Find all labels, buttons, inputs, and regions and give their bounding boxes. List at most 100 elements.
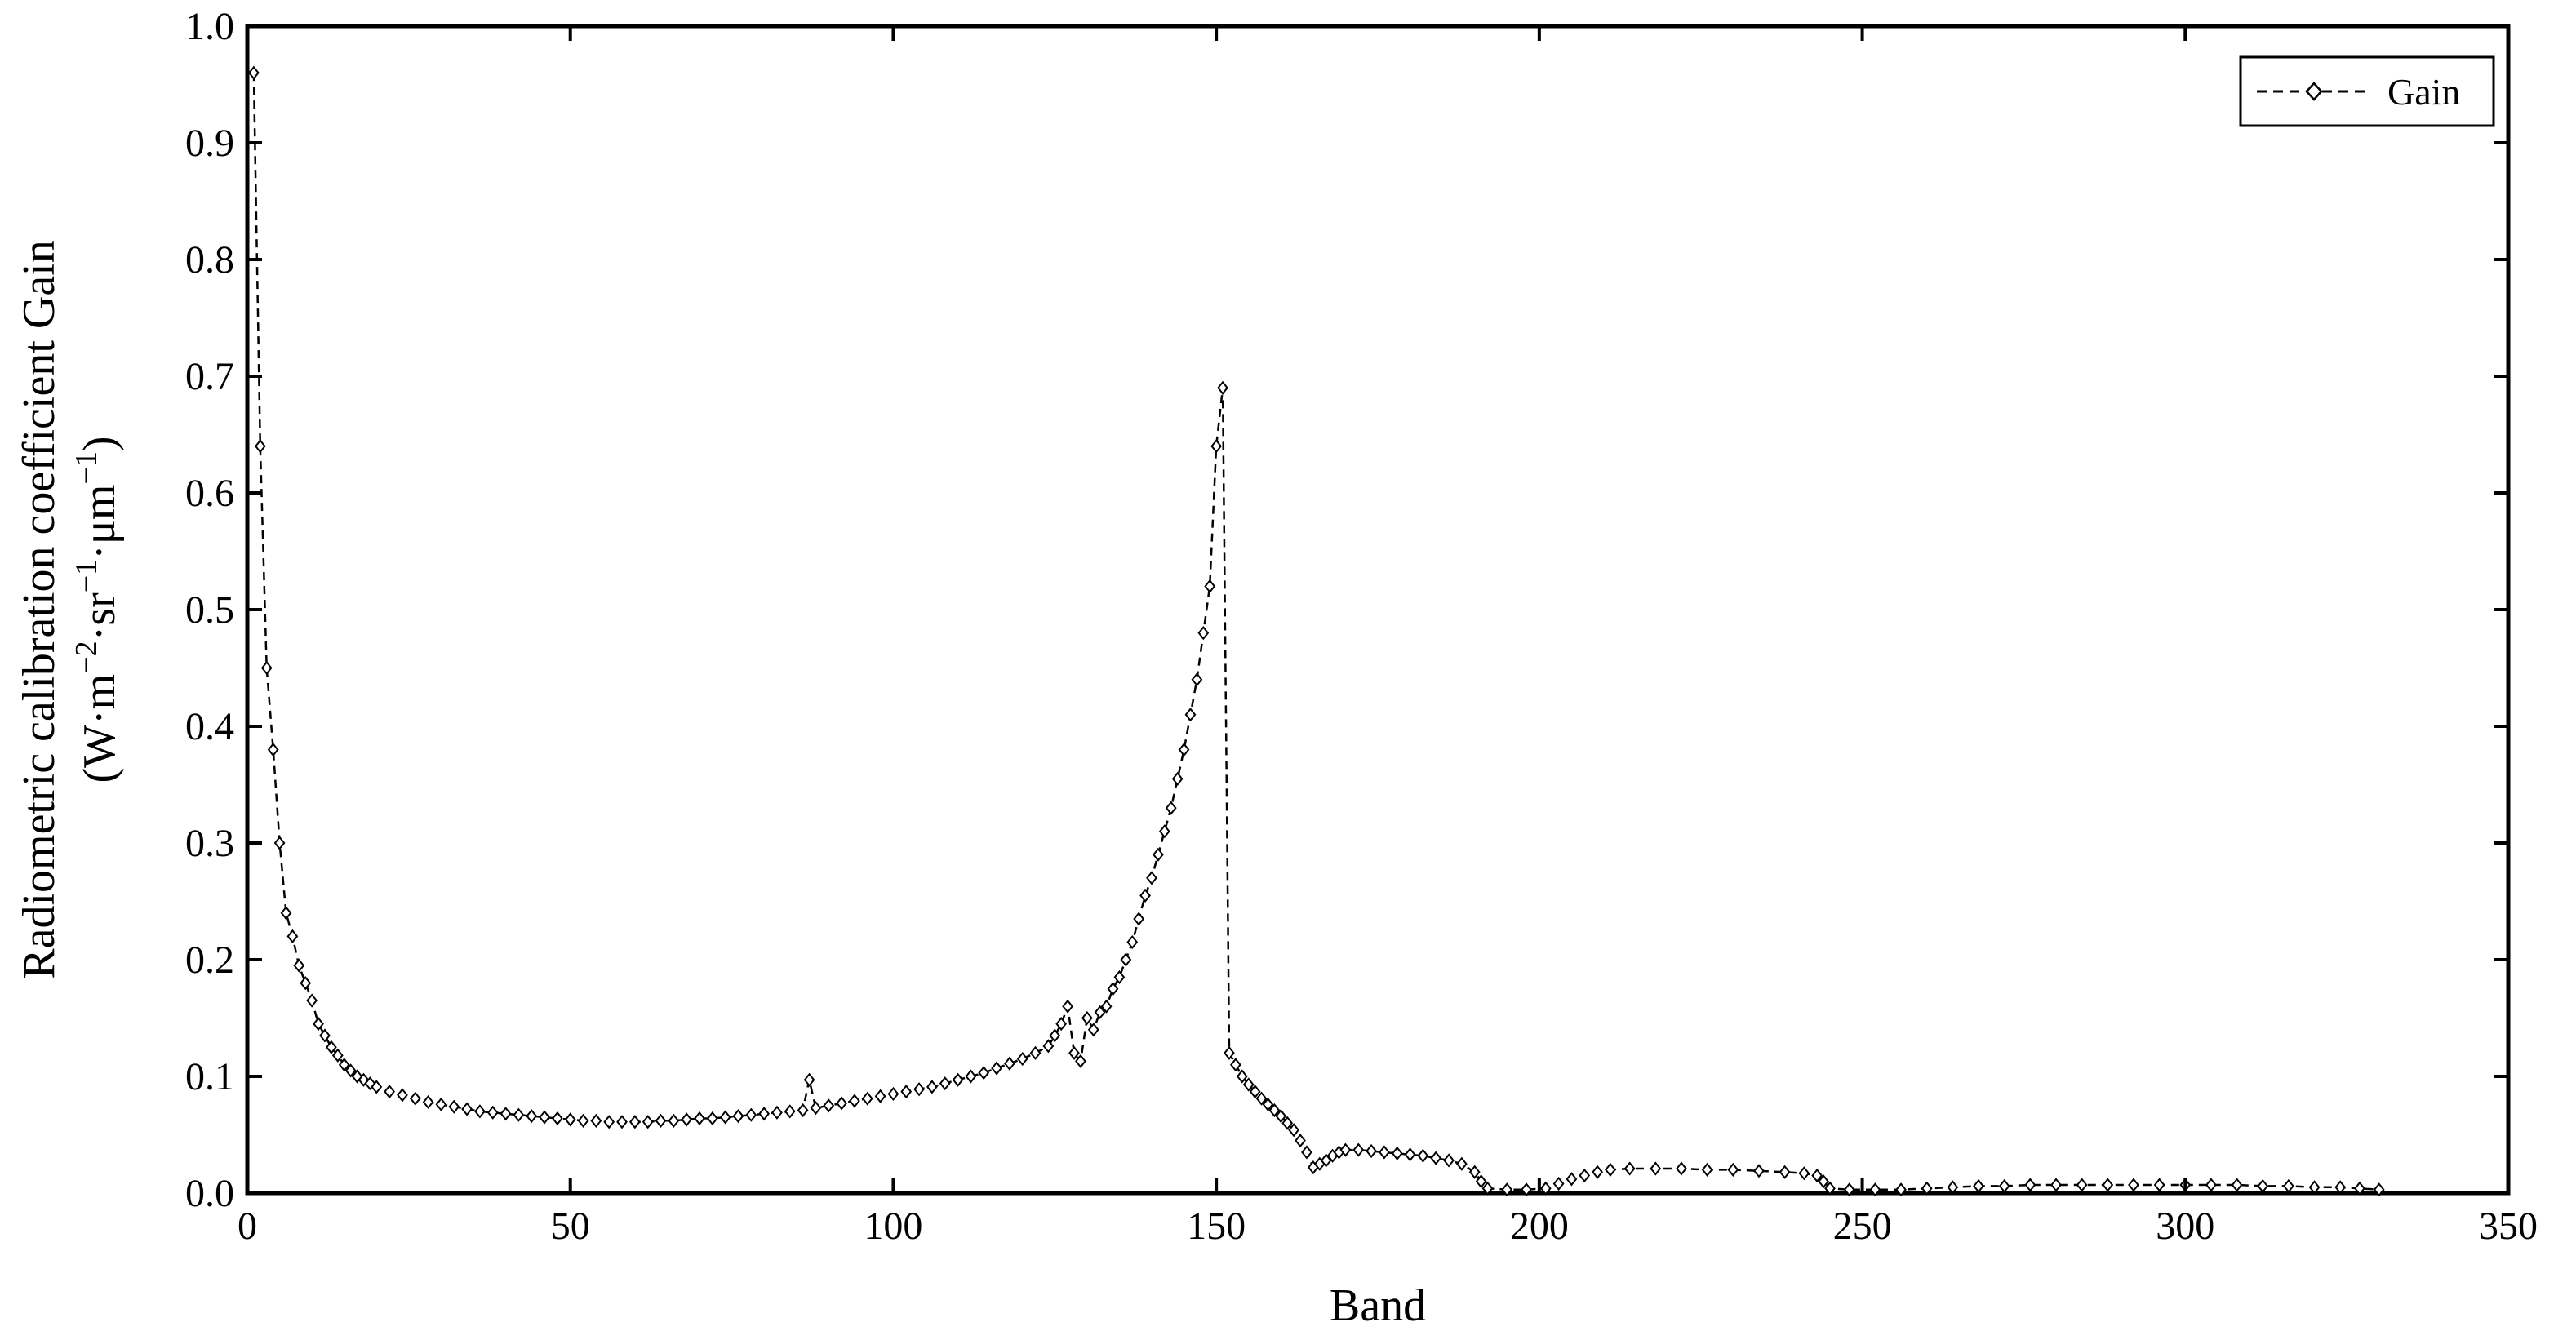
data-point xyxy=(1592,1165,1603,1179)
data-point xyxy=(1921,1181,1933,1196)
unit-prefix: (W·m xyxy=(74,674,125,783)
data-point xyxy=(2283,1178,2294,1194)
data-point xyxy=(577,1113,589,1128)
data-point xyxy=(1049,1028,1061,1043)
data-point xyxy=(326,1040,337,1054)
data-point xyxy=(1268,1103,1281,1118)
data-point xyxy=(694,1111,705,1126)
data-point xyxy=(1443,1153,1455,1168)
data-point xyxy=(280,906,292,921)
data-point xyxy=(1301,1145,1312,1160)
x-tick-label: 200 xyxy=(1510,1205,1569,1248)
data-point xyxy=(1391,1146,1403,1160)
data-point xyxy=(2354,1181,2365,1196)
data-point xyxy=(1404,1147,1416,1162)
data-point xyxy=(422,1094,434,1110)
data-point xyxy=(1016,1051,1028,1067)
plot-area xyxy=(245,24,2511,1196)
data-point xyxy=(1869,1182,1881,1197)
data-point xyxy=(861,1091,873,1106)
data-point xyxy=(642,1115,654,1129)
data-point xyxy=(797,1103,809,1118)
data-point xyxy=(248,65,260,80)
unit-mid-2: ·μm xyxy=(74,485,125,560)
unit-sup-2: −1 xyxy=(69,560,104,592)
data-point xyxy=(681,1112,693,1127)
data-point xyxy=(1165,801,1177,815)
y-axis: 0.0 0.1 0.2 0.3 0.4 0.5 0.6 0.7 0.8 0.9 1.0 xyxy=(185,5,2508,1215)
data-point xyxy=(1113,969,1126,985)
data-point xyxy=(1579,1168,1591,1183)
data-point xyxy=(1947,1180,1959,1195)
data-point xyxy=(1295,1134,1306,1148)
data-point xyxy=(1352,1142,1365,1157)
y-tick-label: 0.7 xyxy=(185,355,234,398)
data-point xyxy=(1055,1017,1068,1032)
data-point xyxy=(1623,1161,1636,1176)
data-point xyxy=(2153,1178,2165,1192)
data-point xyxy=(474,1104,486,1119)
data-point xyxy=(1727,1162,1739,1178)
data-point xyxy=(1139,888,1151,903)
data-point xyxy=(1753,1164,1765,1178)
data-point xyxy=(913,1082,925,1097)
data-point xyxy=(338,1058,350,1072)
data-point xyxy=(849,1094,860,1108)
data-point xyxy=(564,1112,576,1127)
data-point xyxy=(1521,1182,1532,1197)
data-point xyxy=(1973,1178,1984,1194)
data-point xyxy=(1676,1161,1687,1176)
y-tick-label: 0.5 xyxy=(185,588,234,632)
data-point xyxy=(1068,1045,1080,1061)
data-point xyxy=(313,1017,324,1032)
data-point xyxy=(1379,1145,1390,1160)
data-point xyxy=(1042,1039,1055,1054)
y-tick-label: 0.2 xyxy=(185,938,234,982)
data-point xyxy=(1242,1077,1255,1092)
unit-suffix: ) xyxy=(74,436,125,451)
data-point xyxy=(655,1113,667,1128)
data-point xyxy=(939,1076,951,1091)
unit-mid-1: ·sr xyxy=(74,592,125,641)
unit-sup-1: −2 xyxy=(69,641,104,673)
data-point xyxy=(1275,1109,1287,1124)
data-point xyxy=(1004,1056,1015,1071)
data-point xyxy=(784,1104,796,1119)
data-point xyxy=(771,1105,783,1120)
data-point xyxy=(1184,708,1197,722)
y-tick-label: 0.8 xyxy=(185,238,234,282)
data-point xyxy=(2231,1178,2243,1192)
data-point xyxy=(1158,824,1170,839)
data-point xyxy=(1062,999,1073,1014)
data-point xyxy=(836,1096,847,1111)
data-point xyxy=(1281,1116,1294,1130)
data-point xyxy=(1288,1123,1299,1138)
data-point xyxy=(2128,1178,2139,1192)
data-point xyxy=(2373,1182,2385,1197)
data-point xyxy=(1230,1058,1241,1072)
data-point xyxy=(1481,1181,1494,1196)
data-point xyxy=(603,1115,615,1129)
data-point xyxy=(1081,1010,1093,1026)
data-point xyxy=(1539,1181,1552,1196)
y-tick-label: 0.9 xyxy=(185,122,234,165)
data-point xyxy=(2334,1180,2347,1195)
unit-sup-3: −1 xyxy=(69,451,104,484)
data-point xyxy=(1094,1005,1106,1019)
data-point xyxy=(1475,1174,1487,1189)
x-axis-title: Band xyxy=(1330,1280,1426,1331)
data-point xyxy=(1895,1182,1907,1197)
data-point xyxy=(1126,934,1139,950)
x-tick-label: 50 xyxy=(551,1205,590,1248)
y-tick-label: 0.0 xyxy=(185,1172,234,1215)
data-point xyxy=(706,1111,718,1126)
data-point xyxy=(331,1048,344,1063)
data-point xyxy=(1811,1168,1823,1183)
data-point xyxy=(978,1066,990,1080)
data-point xyxy=(732,1109,744,1124)
data-point xyxy=(1178,742,1190,757)
x-tick-label: 350 xyxy=(2479,1205,2538,1248)
data-point xyxy=(1107,982,1119,996)
data-point xyxy=(1100,999,1113,1014)
data-point xyxy=(1191,672,1203,687)
